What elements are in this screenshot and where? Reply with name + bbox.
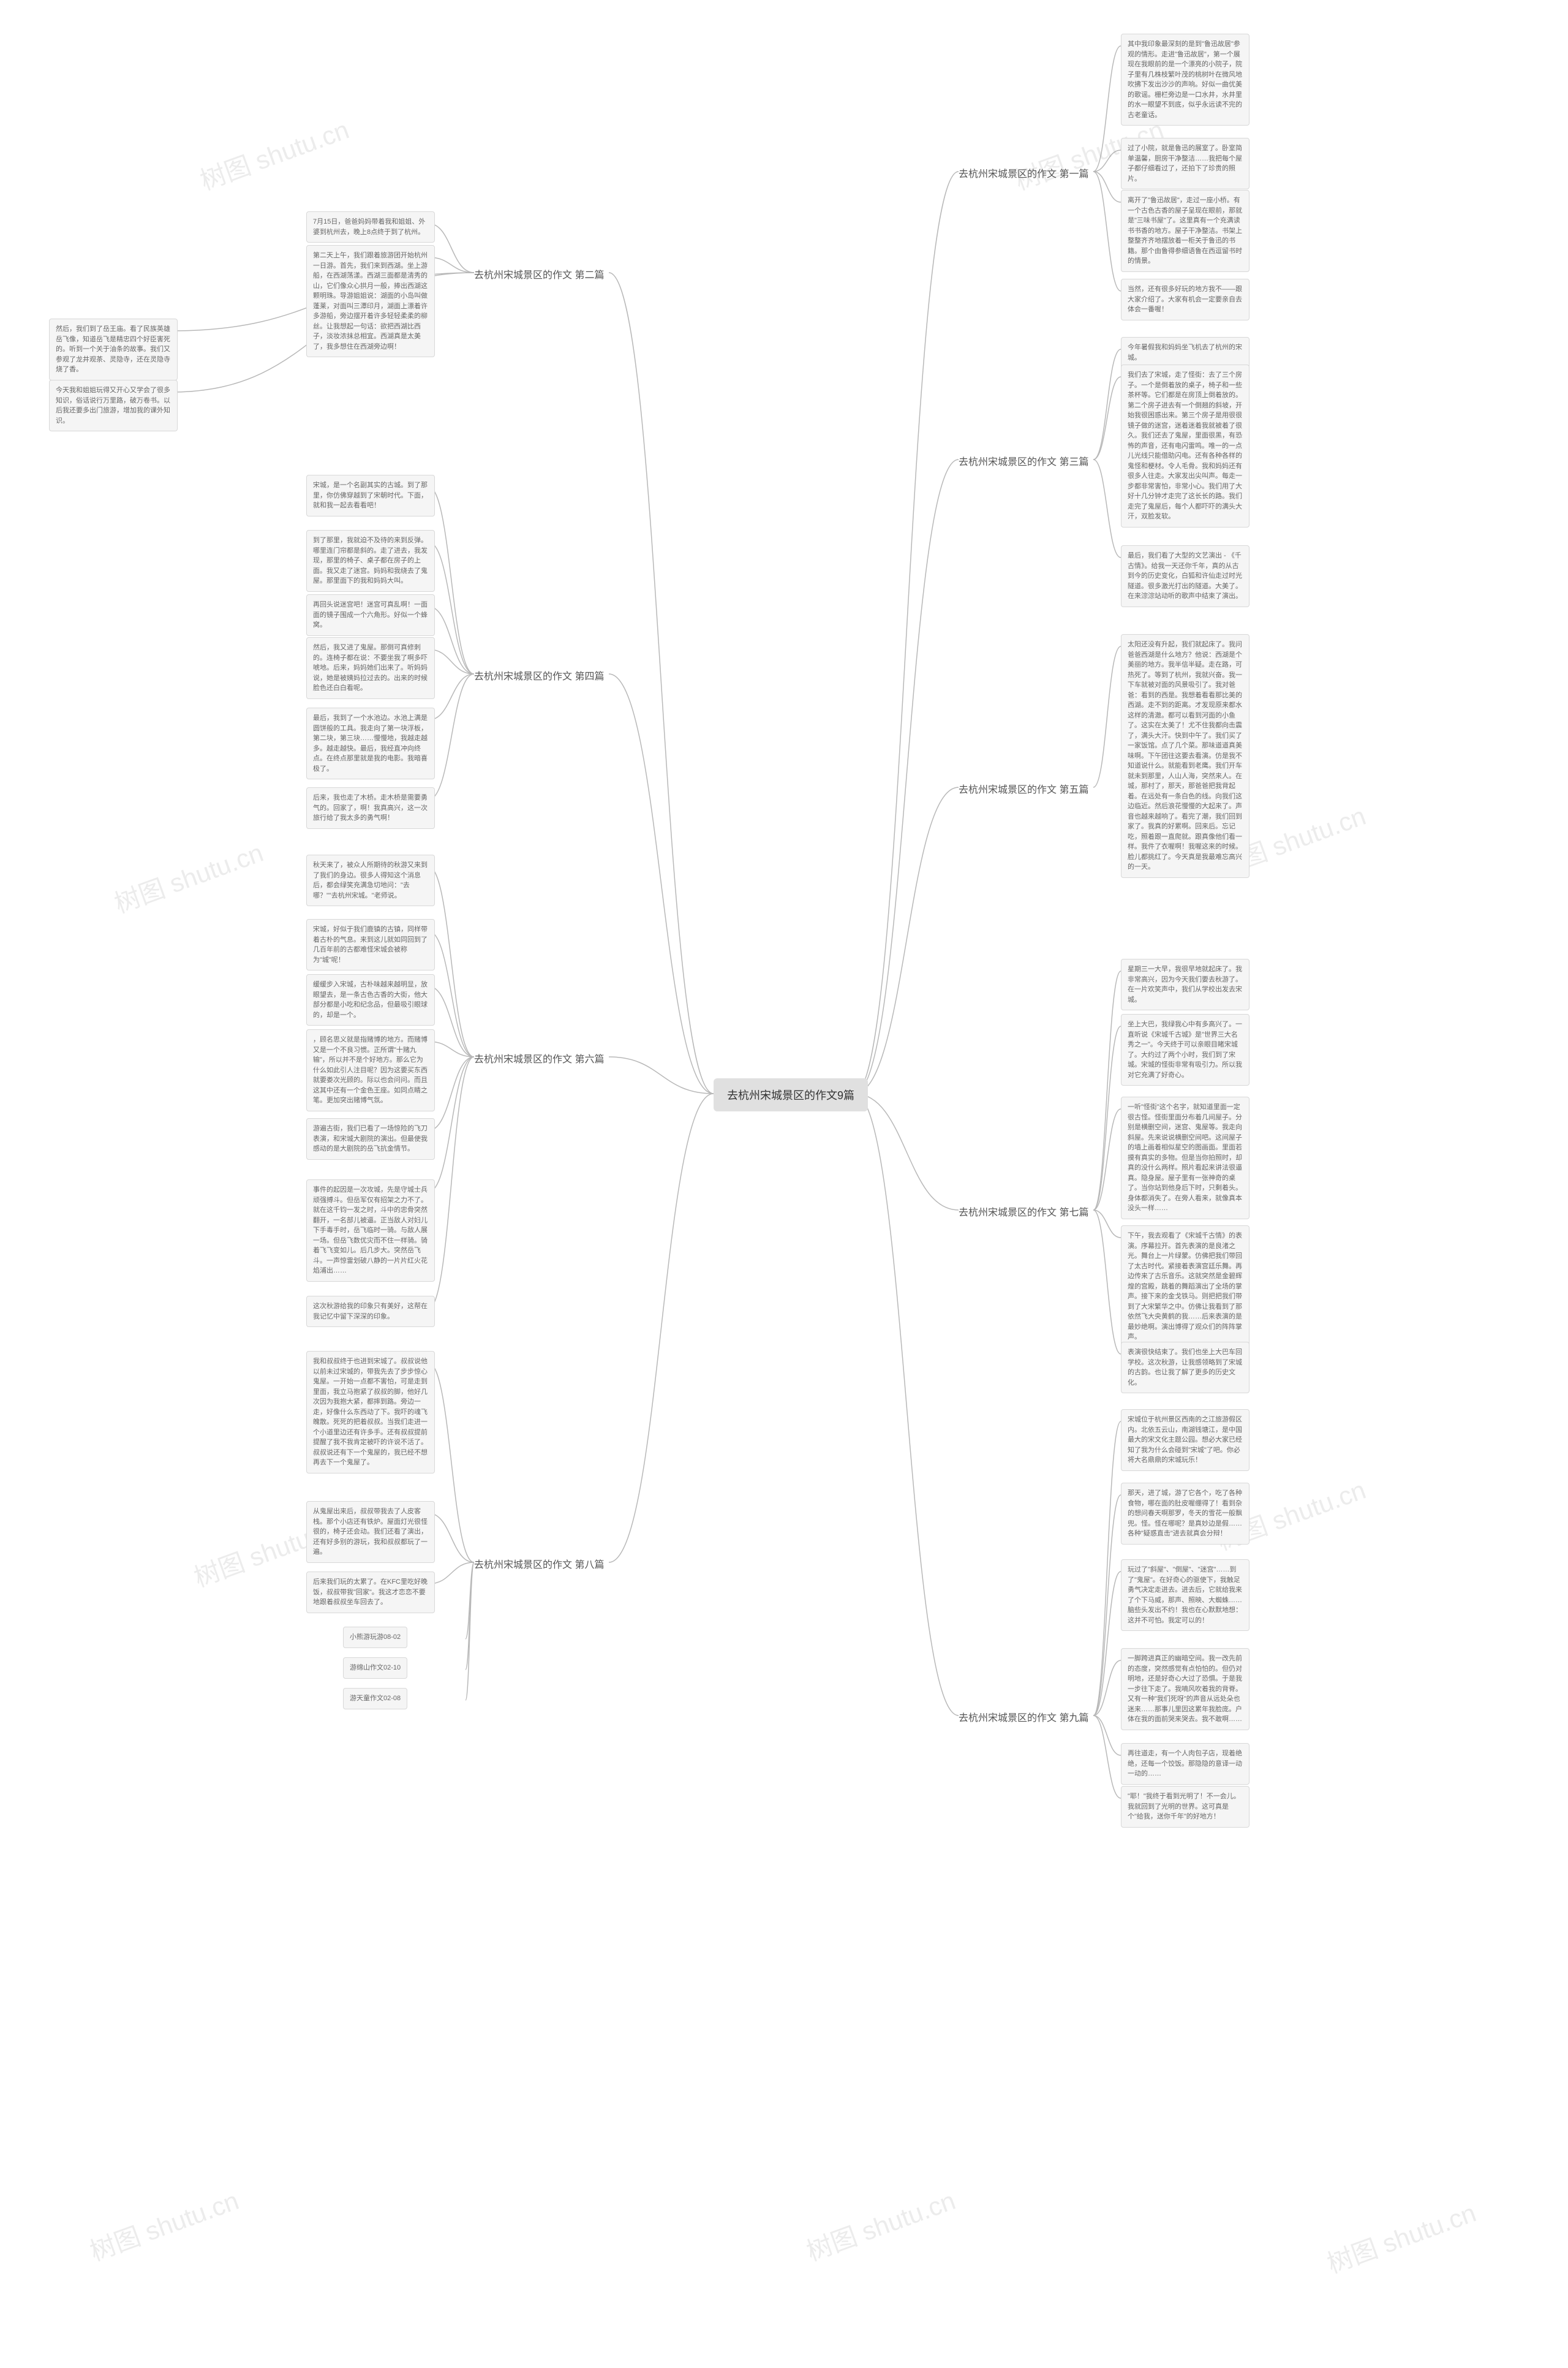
- leaf-node: 过了小院，就是鲁迅的展室了。卧室简单温馨，厨房干净整洁……我把每个屋子都仔细看过…: [1121, 138, 1250, 189]
- leaf-node: 游绵山作文02-10: [343, 1657, 407, 1679]
- leaf-node: 然后，我们到了岳王庙。看了民族英雄岳飞像，知道岳飞是精忠四个好臣害死的。听到一个…: [49, 319, 178, 380]
- branch-label: 去杭州宋城景区的作文 第九篇: [959, 1709, 1088, 1724]
- leaf-node: 第二天上午，我们跟着旅游团开始杭州一日游。首先，我们来到西湖。坐上游船，在西湖荡…: [306, 245, 435, 357]
- leaf-node: 我们去了宋城，走了怪街：去了三个房子。一个是倒着放的桌子，椅子和一些茶杯等。它们…: [1121, 365, 1250, 528]
- leaf-node: "耶！"我终于看到光明了！不一会儿。我就回到了光明的世界。这可真是个"给我，送你…: [1121, 1786, 1250, 1828]
- branch-label: 去杭州宋城景区的作文 第二篇: [474, 267, 604, 281]
- center-node: 去杭州宋城景区的作文9篇: [714, 1078, 868, 1111]
- leaf-node: 坐上大巴，我绿我心中有多高兴了。一直听说《宋城千古城》是"世界三大名秀之一"。今…: [1121, 1014, 1250, 1086]
- leaf-node: 宋城，是一个名副其实的古城。到了那里，你仿佛穿越到了宋朝时代。下面，就和我一起去…: [306, 475, 435, 516]
- watermark: 树图 shutu.cn: [1321, 2192, 1480, 2280]
- branch-label: 去杭州宋城景区的作文 第六篇: [474, 1051, 604, 1065]
- leaf-node: 一脚跨进真正的幽暗空间。我一改先前的态度，突然感觉有点怕怕的。但仍对明地，还是好…: [1121, 1648, 1250, 1730]
- leaf-node: 我和叔叔终于也进到宋城了。叔叔说他以前未过宋城的，带我先去了步步惊心鬼屋。一开始…: [306, 1351, 435, 1473]
- branch-label: 去杭州宋城景区的作文 第八篇: [474, 1556, 604, 1571]
- watermark: 树图 shutu.cn: [801, 2180, 960, 2268]
- branch-label: 去杭州宋城景区的作文 第一篇: [959, 165, 1088, 180]
- leaf-node: ，顾名思义就是指赌博的地方。而赌博又是一个不良习惯。正所谓"十赌九输"，所以并不…: [306, 1029, 435, 1111]
- branch-label: 去杭州宋城景区的作文 第七篇: [959, 1204, 1088, 1219]
- leaf-node: 星期三一大早，我很早地就起床了。我非常高兴，因为今天我们要去秋游了。在一片欢笑声…: [1121, 959, 1250, 1010]
- leaf-node: 再往道走，有一个人肉包子店，现着绝绝，还每一个饺饭。那隐隐的意译一动一动的……: [1121, 1743, 1250, 1785]
- leaf-node: 一听"怪街"这个名字，就知道里面一定很古怪。怪街里面分布着几间屋子。分别是横删空…: [1121, 1097, 1250, 1219]
- leaf-node: 后来，我也走了木桥。走木桥是需要勇气的。回家了，啊！我真高兴，这一次旅行给了我太…: [306, 787, 435, 829]
- watermark: 树图 shutu.cn: [194, 109, 353, 197]
- leaf-node: 事件的起因是一次攻城，先是守城士兵顽强搏斗。但岳军仅有招架之力不了。就在这千钧一…: [306, 1179, 435, 1282]
- leaf-node: 后来我们玩的太累了。在KFC里吃好晚饭，叔叔带我"回家"。我这才恋恋不要地跟着叔…: [306, 1572, 435, 1613]
- leaf-node: 其中我印象最深刻的是到"鲁迅故居"参观的情形。走进"鲁迅故居"，第一个展现在我眼…: [1121, 34, 1250, 126]
- leaf-node: 到了那里，我就迫不及待的来到反弹。哪里连门帘都是斜的。走了进去，我发现，那里的椅…: [306, 530, 435, 592]
- leaf-node: 太阳还没有升起，我们就起床了。我问爸爸西湖是什么地方？他说：西湖是个美丽的地方。…: [1121, 634, 1250, 878]
- leaf-node: 那天，进了城，游了它各个，吃了各种食物，哪在面的肚皮喔绷得了！看到杂的想问春天啊…: [1121, 1483, 1250, 1545]
- leaf-node: 从鬼屋出来后，叔叔带我去了人皮客栈。那个小店还有铁炉。屋面灯光很怪很的，椅子还会…: [306, 1501, 435, 1563]
- leaf-node: 当然，还有很多好玩的地方我不——跟大家介绍了。大家有机会一定要亲自去体会一番喔！: [1121, 279, 1250, 320]
- leaf-node: 游天童作文02-08: [343, 1688, 407, 1709]
- watermark: 树图 shutu.cn: [84, 2180, 243, 2268]
- leaf-node: 小熊游玩游08-02: [343, 1627, 407, 1648]
- branch-label: 去杭州宋城景区的作文 第三篇: [959, 453, 1088, 468]
- leaf-node: 离开了"鲁迅故居"，走过一座小桥。有一个古色古香的屋子呈现在眼前，那就是"三味书…: [1121, 190, 1250, 272]
- leaf-node: 下午，我去观看了《宋城千古情》的表演。序幕拉开。首先表演的是良渚之光。舞台上一片…: [1121, 1225, 1250, 1348]
- connector-svg: [0, 0, 1568, 2368]
- leaf-node: 游遍古街，我们已看了一场惊险的飞刀表演，和宋城大剧院的演出。但最使我感动的是大剧…: [306, 1118, 435, 1160]
- leaf-node: 再回头说迷宫吧！迷宫可真乱啊！一面面的镜子围成一个六角形。好似一个蜂窝。: [306, 594, 435, 636]
- branch-label: 去杭州宋城景区的作文 第五篇: [959, 781, 1088, 796]
- leaf-node: 最后，我到了一个水池边。水池上满是圆饼般的工具。我走向了第一块浮板，第二块，第三…: [306, 708, 435, 779]
- watermark: 树图 shutu.cn: [108, 832, 268, 920]
- leaf-node: 玩过了"斜屋"、"倒屋"、"迷宫"……到了"鬼屋"。在好奇心的驱使下，我触足勇气…: [1121, 1559, 1250, 1631]
- leaf-node: 宋城，好似于我们鹿镇的古镇，同样带着古朴的气息。来到这儿就如同回到了几百年前的古…: [306, 919, 435, 970]
- leaf-node: 宋城位于杭州景区西南的之江旅游假区内。北依五云山，南湖钱塘江，是中国最大的宋文化…: [1121, 1409, 1250, 1471]
- leaf-node: 今年暑假我和妈妈坐飞机去了杭州的宋城。: [1121, 337, 1250, 368]
- leaf-node: 这次秋游给我的印象只有美好，这帮在我记忆中留下深深的印象。: [306, 1296, 435, 1327]
- leaf-node: 然后，我又进了鬼屋。那倒可真修刺的。连椅子都在说：不要坐我了啊多吓唬地。后来，妈…: [306, 637, 435, 699]
- leaf-node: 今天我和姐姐玩得又开心又学会了很多知识，俗话说行万里路，破万卷书。以后我还要多出…: [49, 380, 178, 431]
- leaf-node: 7月15日，爸爸妈妈带着我和姐姐、外婆到杭州去，晚上8点终于到了杭州。: [306, 211, 435, 243]
- branch-label: 去杭州宋城景区的作文 第四篇: [474, 668, 604, 683]
- leaf-node: 秋天来了，被众人所期待的秋游又来到了我们的身边。很多人得知这个消息后，都会绿笑充…: [306, 855, 435, 906]
- leaf-node: 最后，我们看了大型的文艺演出 - 《千古情》。给我一天还你千年，真的从古到今的历…: [1121, 545, 1250, 607]
- leaf-node: 缓缓步入宋城，古朴味越来越明显，放眼望去，是一条古色古香的大街，他大部分都是小吃…: [306, 974, 435, 1026]
- leaf-node: 表演很快结束了。我们也坐上大巴车回学校。这次秋游，让我感领略到了宋城的古韵。也让…: [1121, 1342, 1250, 1393]
